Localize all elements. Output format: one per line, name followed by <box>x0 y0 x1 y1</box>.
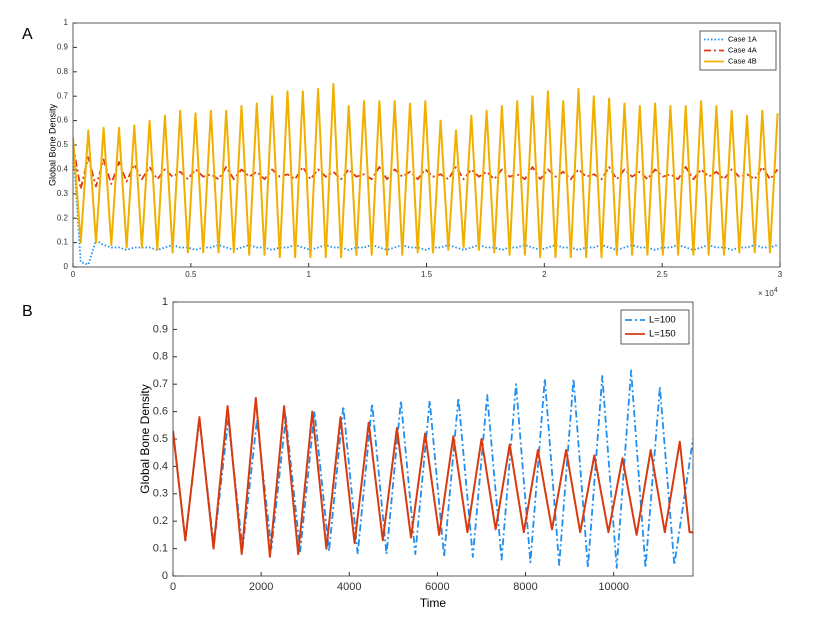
y-tick-label: 0.7 <box>57 91 69 100</box>
x-tick-label: 10000 <box>598 581 629 593</box>
series-line <box>73 144 779 190</box>
y-tick-label: 0.6 <box>153 406 168 418</box>
x-tick-label: 0 <box>170 581 176 593</box>
y-axis-label: Global Bone Density <box>47 103 57 186</box>
legend-label: L=100 <box>649 315 676 326</box>
y-tick-label: 0.2 <box>57 213 69 222</box>
legend-label: Case 4A <box>728 45 757 54</box>
y-tick-label: 0.7 <box>153 378 168 390</box>
y-tick-label: 0.8 <box>153 351 168 363</box>
y-tick-label: 0.9 <box>153 323 168 335</box>
series-line <box>173 396 693 558</box>
axes-box <box>172 301 694 577</box>
x-tick-label: 2.5 <box>657 270 669 279</box>
y-tick-label: 0.5 <box>153 433 168 445</box>
legend-label: L=150 <box>649 329 676 340</box>
x-tick-label: 1 <box>306 270 311 279</box>
x-tick-label: 8000 <box>513 581 537 593</box>
y-tick-label: 1 <box>162 296 168 308</box>
series-line <box>73 144 778 266</box>
y-axis-label: Global Bone Density <box>138 384 152 493</box>
panel-label: B <box>22 303 33 320</box>
x-tick-label: 4000 <box>337 581 361 593</box>
y-tick-label: 0.8 <box>57 67 69 76</box>
y-tick-label: 0.4 <box>153 460 168 472</box>
y-tick-label: 1 <box>64 18 69 27</box>
y-tick-label: 0.3 <box>57 189 69 198</box>
y-tick-label: 0 <box>162 570 168 582</box>
series-line <box>73 83 779 259</box>
panel-label: A <box>22 26 33 43</box>
x-multiplier: × 104 <box>758 287 778 298</box>
x-multiplier-exponent: 4 <box>774 287 778 294</box>
x-axis-label: Time <box>420 596 447 610</box>
y-tick-label: 0.1 <box>153 543 168 555</box>
x-tick-label: 0 <box>71 270 76 279</box>
axes-box <box>72 22 781 268</box>
y-tick-label: 0.4 <box>57 165 69 174</box>
y-tick-label: 0 <box>64 262 69 271</box>
y-tick-label: 0.6 <box>57 116 69 125</box>
x-multiplier-base: × 10 <box>758 289 774 298</box>
x-tick-label: 0.5 <box>185 270 197 279</box>
x-tick-label: 3 <box>778 270 783 279</box>
y-tick-label: 0.3 <box>153 488 168 500</box>
legend-box <box>699 30 777 71</box>
x-tick-label: 2000 <box>249 581 273 593</box>
y-tick-label: 0.5 <box>57 140 69 149</box>
x-tick-label: 6000 <box>425 581 449 593</box>
y-tick-label: 0.2 <box>153 515 168 527</box>
legend-label: Case 4B <box>728 56 757 65</box>
legend-box <box>620 309 690 345</box>
x-tick-label: 2 <box>542 270 547 279</box>
y-tick-label: 0.1 <box>57 238 69 247</box>
legend-label: Case 1A <box>728 34 757 43</box>
series-line <box>173 369 693 569</box>
y-tick-label: 0.9 <box>57 43 69 52</box>
x-tick-label: 1.5 <box>421 270 433 279</box>
